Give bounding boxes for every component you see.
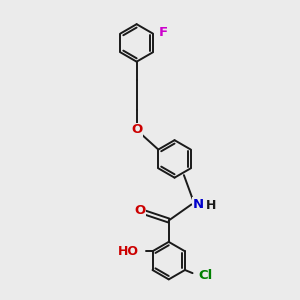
Text: O: O	[131, 123, 142, 136]
Text: HO: HO	[118, 245, 139, 258]
Text: Cl: Cl	[198, 269, 213, 282]
Text: F: F	[159, 26, 168, 39]
Text: O: O	[135, 204, 146, 217]
Text: H: H	[206, 199, 217, 212]
Text: N: N	[193, 198, 204, 211]
